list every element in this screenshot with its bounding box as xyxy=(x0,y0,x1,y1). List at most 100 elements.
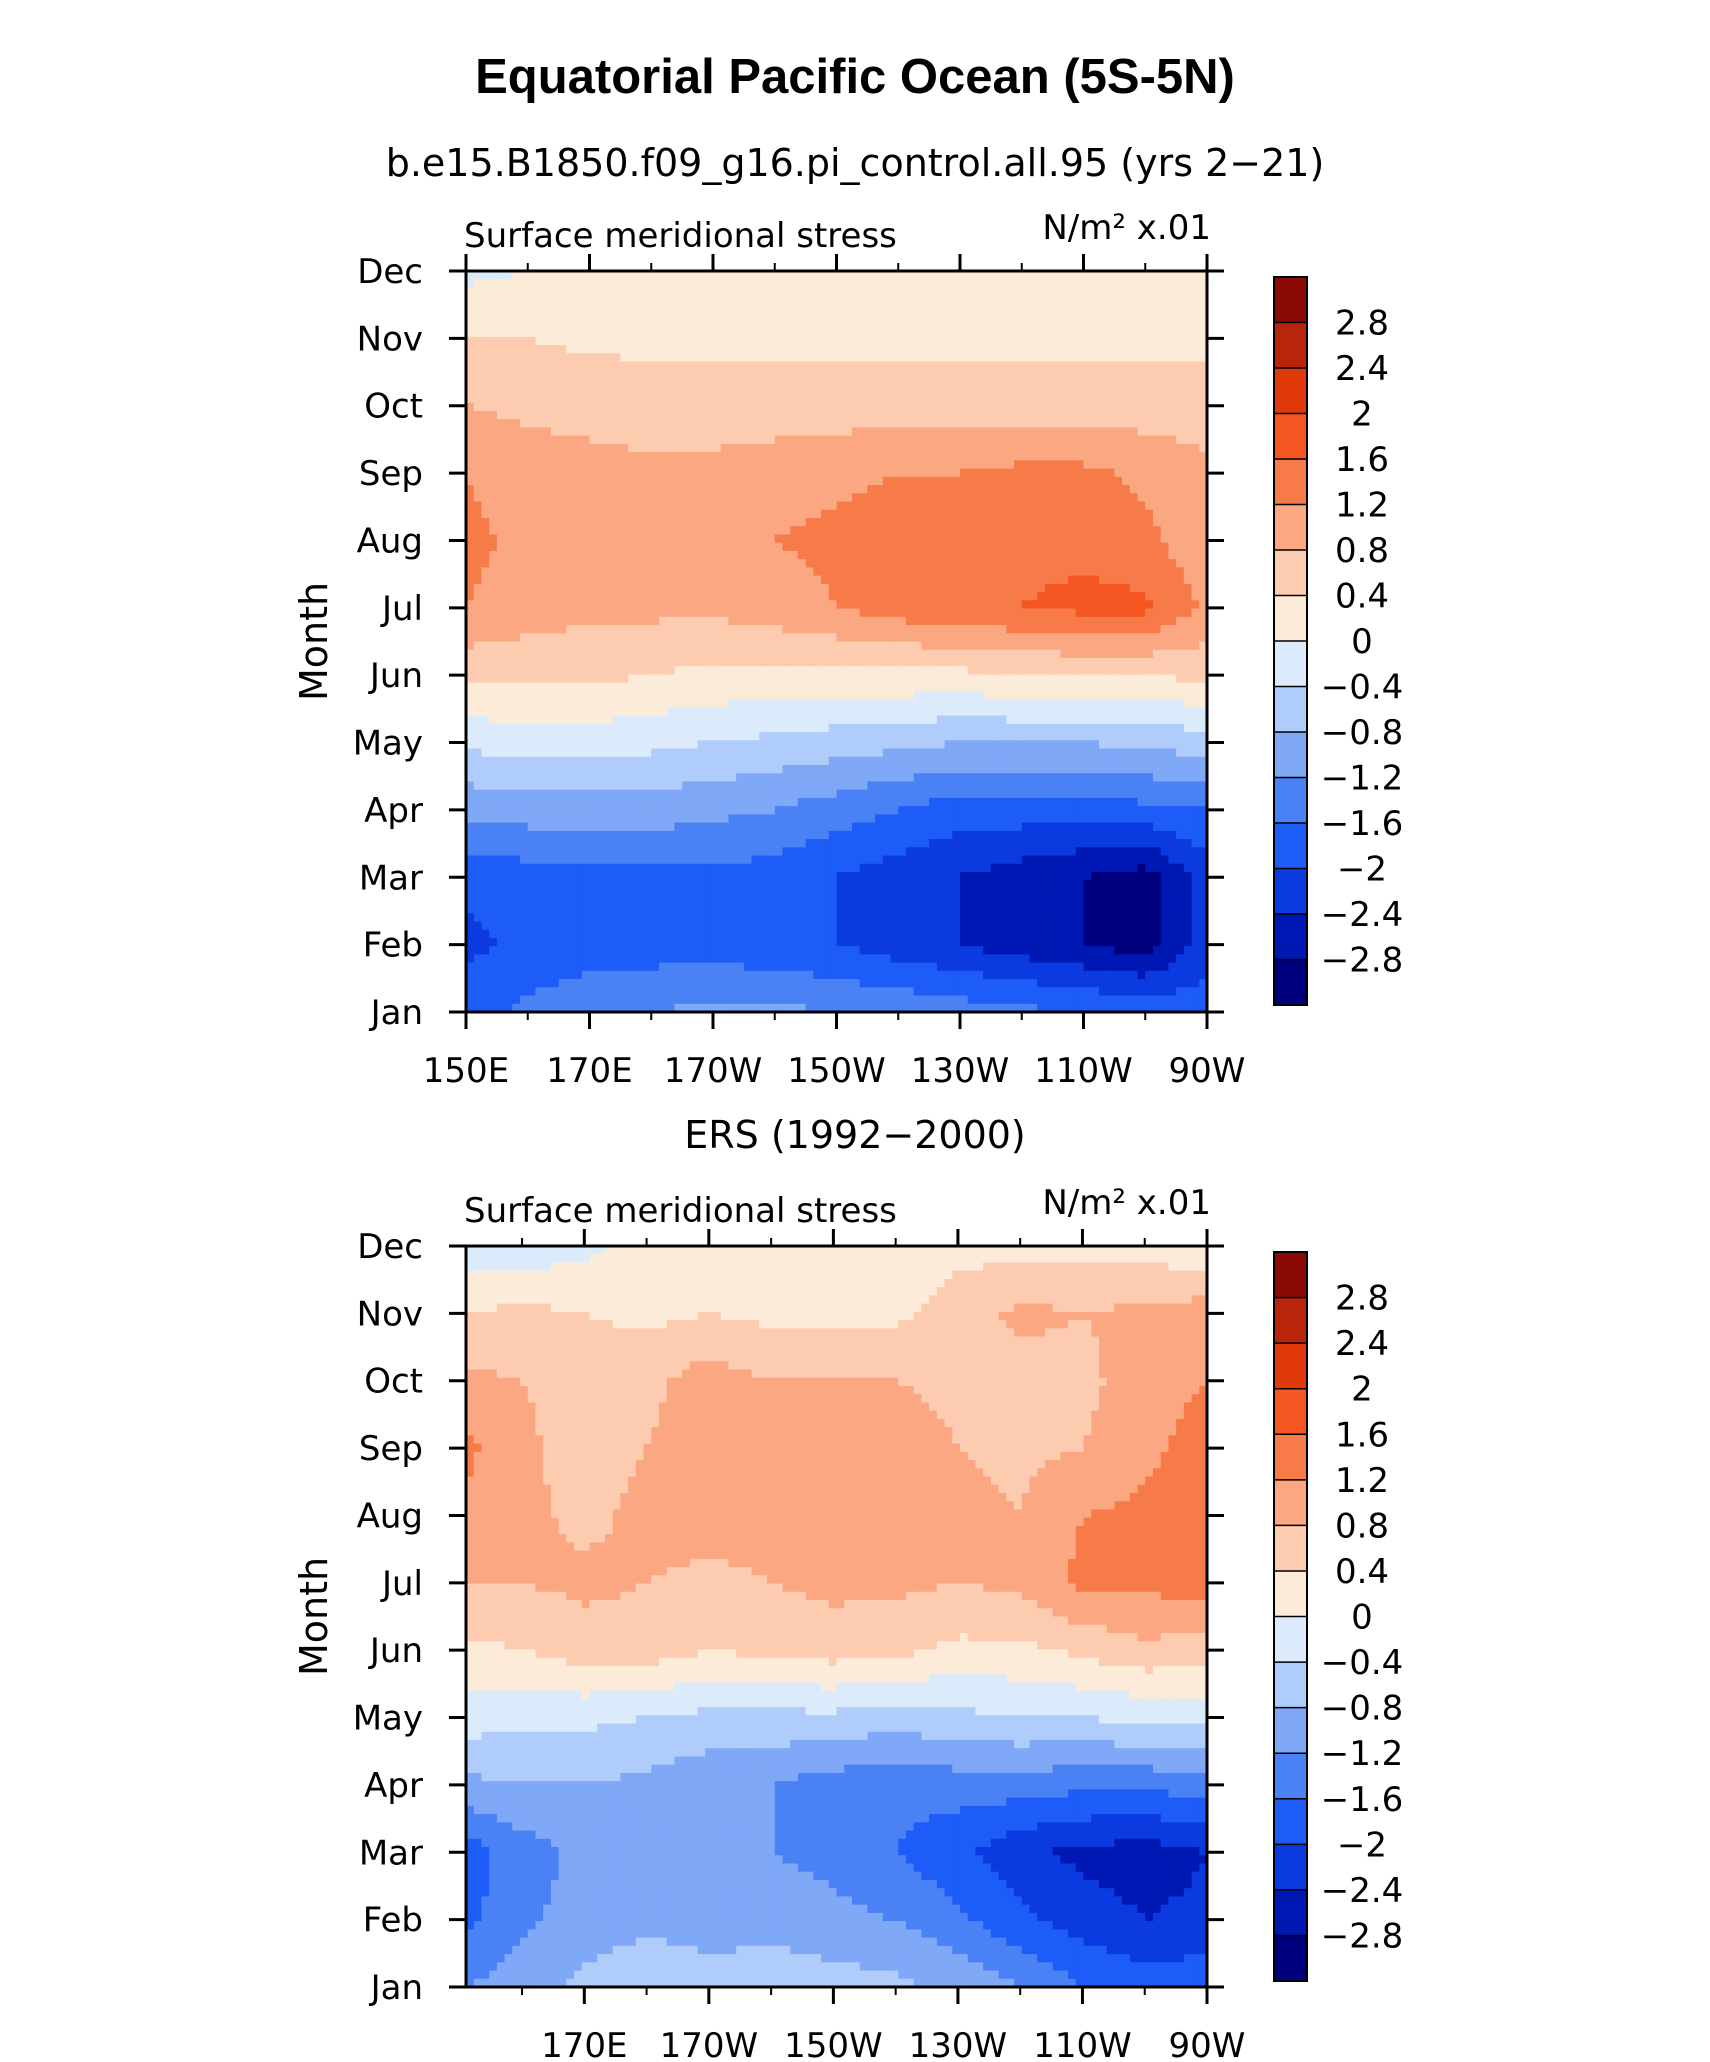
heatmap-cell xyxy=(944,608,953,618)
heatmap-cell xyxy=(1176,312,1185,321)
heatmap-cell xyxy=(875,312,884,321)
heatmap-cell xyxy=(574,501,583,511)
heatmap-cell xyxy=(944,386,953,396)
heatmap-cell xyxy=(504,369,513,379)
heatmap-cell xyxy=(496,501,506,511)
heatmap-cell xyxy=(520,328,529,338)
heatmap-cell xyxy=(504,559,513,568)
heatmap-cell xyxy=(620,287,629,297)
heatmap-cell xyxy=(813,468,822,478)
heatmap-cell xyxy=(1029,443,1038,453)
heatmap-cell xyxy=(643,526,652,536)
heatmap-cell xyxy=(728,583,737,593)
heatmap-cell xyxy=(905,600,915,610)
heatmap-cell xyxy=(1152,386,1162,396)
heatmap-cell xyxy=(581,526,591,536)
heatmap-cell xyxy=(859,271,868,280)
heatmap-cell xyxy=(527,600,537,610)
heatmap-cell xyxy=(489,534,498,544)
heatmap-cell xyxy=(466,493,475,503)
heatmap-cell xyxy=(1037,394,1046,404)
heatmap-cell xyxy=(713,303,722,313)
heatmap-cell xyxy=(1044,526,1054,536)
heatmap-cell xyxy=(890,666,899,676)
heatmap-cell xyxy=(566,567,575,577)
heatmap-cell xyxy=(967,320,977,330)
heatmap-cell xyxy=(967,509,977,519)
heatmap-cell xyxy=(859,427,868,437)
heatmap-cell xyxy=(581,295,591,305)
heatmap-cell xyxy=(604,394,614,404)
heatmap-cell xyxy=(751,501,760,511)
heatmap-cell xyxy=(1129,435,1139,445)
heatmap-cell xyxy=(813,608,822,618)
heatmap-cell xyxy=(1037,435,1046,445)
heatmap-cell xyxy=(890,295,899,305)
heatmap-cell xyxy=(651,336,660,346)
heatmap-cell xyxy=(782,369,791,379)
heatmap-cell xyxy=(1106,312,1115,321)
heatmap-cell xyxy=(836,575,845,585)
heatmap-cell xyxy=(643,509,652,519)
heatmap-cell xyxy=(890,279,899,289)
heatmap-cell xyxy=(720,345,730,354)
heatmap-cell xyxy=(689,279,699,289)
heatmap-cell xyxy=(527,361,537,371)
heatmap-cell xyxy=(697,378,706,387)
heatmap-cell xyxy=(759,378,768,387)
heatmap-cell xyxy=(1083,485,1092,494)
heatmap-cell xyxy=(1199,320,1207,330)
heatmap-cell xyxy=(1145,559,1154,568)
heatmap-cell xyxy=(944,394,953,404)
heatmap-cell xyxy=(1191,320,1200,330)
heatmap-cell xyxy=(612,641,621,651)
heatmap-cell xyxy=(1183,583,1193,593)
heatmap-cell xyxy=(543,402,552,412)
heatmap-cell xyxy=(689,336,699,346)
heatmap-cell xyxy=(1145,295,1154,305)
heatmap-cell xyxy=(705,559,714,568)
heatmap-cell xyxy=(913,287,923,297)
heatmap-cell xyxy=(543,567,552,577)
heatmap-cell xyxy=(473,369,483,379)
heatmap-cell xyxy=(628,394,637,404)
heatmap-cell xyxy=(936,353,946,363)
heatmap-cell xyxy=(666,271,676,280)
heatmap-cell xyxy=(828,369,838,379)
heatmap-cell xyxy=(851,328,861,338)
heatmap-cell xyxy=(566,345,575,354)
heatmap-cell xyxy=(612,394,621,404)
heatmap-cell xyxy=(666,666,676,676)
heatmap-cell xyxy=(782,674,791,684)
heatmap-cell xyxy=(1075,633,1085,643)
heatmap-cell xyxy=(751,657,760,667)
heatmap-cell xyxy=(481,279,490,289)
heatmap-cell xyxy=(828,534,838,544)
heatmap-cell xyxy=(1152,509,1162,519)
heatmap-cell xyxy=(952,295,961,305)
heatmap-cell xyxy=(597,271,606,280)
heatmap-cell xyxy=(1114,353,1123,363)
heatmap-cell xyxy=(859,485,868,494)
heatmap-cell xyxy=(612,295,621,305)
heatmap-cell xyxy=(851,493,861,503)
heatmap-cell xyxy=(844,501,853,511)
heatmap-cell xyxy=(805,542,814,552)
heatmap-cell xyxy=(1137,542,1146,552)
heatmap-cell xyxy=(759,518,768,527)
heatmap-cell xyxy=(797,345,807,354)
heatmap-cell xyxy=(604,336,614,346)
heatmap-cell xyxy=(813,336,822,346)
heatmap-cell xyxy=(1145,542,1154,552)
heatmap-cell xyxy=(844,559,853,568)
heatmap-cell xyxy=(821,328,830,338)
heatmap-cell xyxy=(512,452,521,461)
heatmap-cell xyxy=(558,320,567,330)
heatmap-cell xyxy=(1199,353,1207,363)
heatmap-cell xyxy=(666,616,676,626)
heatmap-cell xyxy=(604,378,614,387)
heatmap-cell xyxy=(1106,361,1115,371)
heatmap-cell xyxy=(983,518,992,527)
heatmap-cell xyxy=(859,559,868,568)
heatmap-cell xyxy=(1098,690,1108,700)
